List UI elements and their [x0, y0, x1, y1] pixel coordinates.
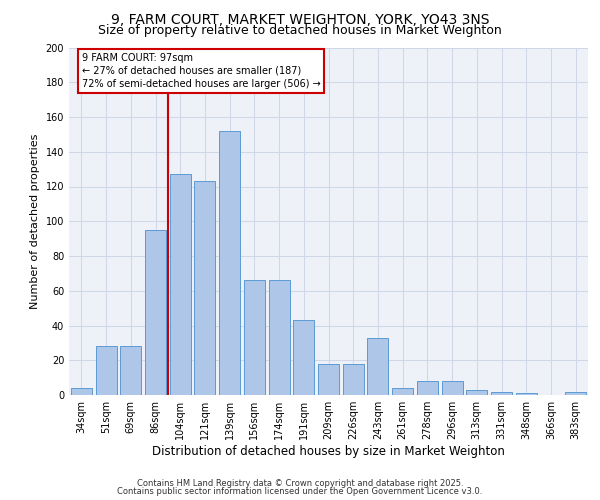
- Bar: [244, 280, 265, 395]
- Bar: [392, 388, 413, 395]
- Bar: [442, 381, 463, 395]
- Text: Contains public sector information licensed under the Open Government Licence v3: Contains public sector information licen…: [118, 487, 482, 496]
- Text: 9 FARM COURT: 97sqm
← 27% of detached houses are smaller (187)
72% of semi-detac: 9 FARM COURT: 97sqm ← 27% of detached ho…: [82, 52, 320, 89]
- Bar: [565, 392, 586, 395]
- Y-axis label: Number of detached properties: Number of detached properties: [30, 134, 40, 309]
- Bar: [194, 182, 215, 395]
- Bar: [318, 364, 339, 395]
- Bar: [95, 346, 116, 395]
- Bar: [170, 174, 191, 395]
- Bar: [269, 280, 290, 395]
- Text: 9, FARM COURT, MARKET WEIGHTON, YORK, YO43 3NS: 9, FARM COURT, MARKET WEIGHTON, YORK, YO…: [111, 12, 489, 26]
- Bar: [491, 392, 512, 395]
- Bar: [219, 131, 240, 395]
- Bar: [145, 230, 166, 395]
- Text: Contains HM Land Registry data © Crown copyright and database right 2025.: Contains HM Land Registry data © Crown c…: [137, 478, 463, 488]
- Text: Size of property relative to detached houses in Market Weighton: Size of property relative to detached ho…: [98, 24, 502, 37]
- X-axis label: Distribution of detached houses by size in Market Weighton: Distribution of detached houses by size …: [152, 445, 505, 458]
- Bar: [417, 381, 438, 395]
- Bar: [367, 338, 388, 395]
- Bar: [516, 394, 537, 395]
- Bar: [71, 388, 92, 395]
- Bar: [120, 346, 141, 395]
- Bar: [466, 390, 487, 395]
- Bar: [343, 364, 364, 395]
- Bar: [293, 320, 314, 395]
